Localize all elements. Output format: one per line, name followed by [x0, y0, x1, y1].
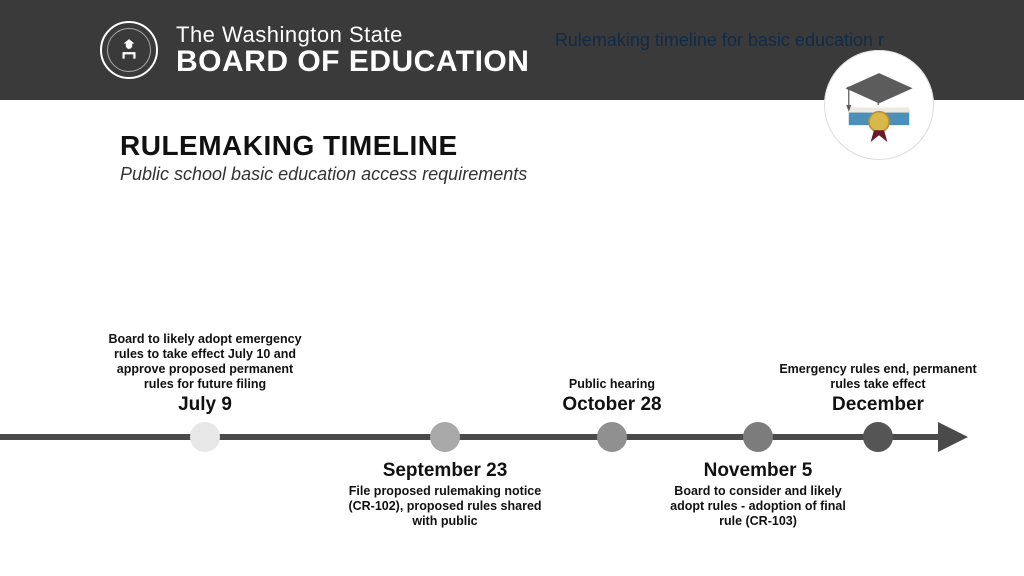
- event-date: November 5: [658, 460, 858, 482]
- event-desc: Board to consider and likely adopt rules…: [658, 484, 858, 529]
- event-date: July 9: [105, 394, 305, 416]
- event-date: October 28: [512, 394, 712, 416]
- timeline-node: [190, 422, 220, 452]
- timeline: Board to likely adopt emergency rules to…: [0, 260, 1024, 560]
- event-desc: Emergency rules end, permanent rules tak…: [778, 362, 978, 392]
- header-watermark: Rulemaking timeline for basic education …: [555, 30, 884, 51]
- timeline-event: Emergency rules end, permanent rules tak…: [778, 362, 978, 424]
- org-name: The Washington State BOARD OF EDUCATION: [176, 23, 529, 78]
- timeline-arrowhead-icon: [938, 422, 968, 452]
- timeline-node: [430, 422, 460, 452]
- timeline-axis: [0, 434, 940, 440]
- graduation-badge-icon: [824, 50, 934, 160]
- timeline-node: [863, 422, 893, 452]
- timeline-event: September 23File proposed rulemaking not…: [345, 460, 545, 529]
- timeline-node: [743, 422, 773, 452]
- event-date: December: [778, 394, 978, 416]
- org-line2: BOARD OF EDUCATION: [176, 46, 529, 78]
- page-subtitle: Public school basic education access req…: [120, 164, 1024, 185]
- event-date: September 23: [345, 460, 545, 482]
- timeline-event: November 5Board to consider and likely a…: [658, 460, 858, 529]
- event-desc: Board to likely adopt emergency rules to…: [105, 332, 305, 392]
- event-desc: File proposed rulemaking notice (CR-102)…: [345, 484, 545, 529]
- timeline-node: [597, 422, 627, 452]
- timeline-event: Board to likely adopt emergency rules to…: [105, 332, 305, 424]
- event-desc: Public hearing: [512, 377, 712, 392]
- timeline-event: Public hearing October 28: [512, 377, 712, 424]
- state-seal-icon: [100, 21, 158, 79]
- org-line1: The Washington State: [176, 23, 529, 46]
